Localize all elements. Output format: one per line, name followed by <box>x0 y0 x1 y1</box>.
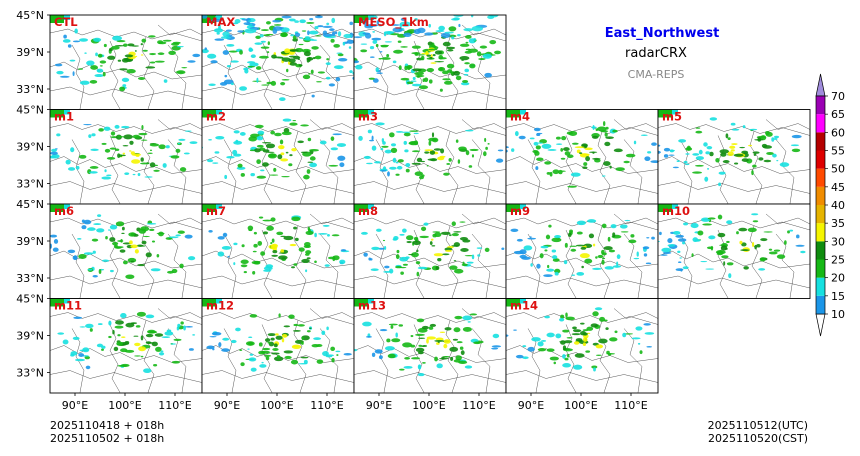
colorbar-over-arrow <box>815 73 826 97</box>
panel-label: m11 <box>54 299 82 313</box>
product-label: radarCRX <box>625 46 687 61</box>
lon-tick-label: 90°E <box>518 399 544 412</box>
colorbar-segment <box>816 150 825 169</box>
panel-label: CTL <box>54 15 78 29</box>
colorbar-tick-label: 50 <box>831 163 845 176</box>
colorbar-tick-label: 25 <box>831 254 845 267</box>
colorbar-tick-label: 10 <box>831 308 845 321</box>
colorbar-segment <box>816 259 825 278</box>
panel-label: m8 <box>358 204 378 218</box>
colorbar-segment <box>816 205 825 224</box>
lat-tick-label: 33°N <box>16 367 44 380</box>
map-panel: m3 <box>353 109 507 205</box>
system-label: CMA-REPS <box>628 68 685 81</box>
lat-tick-label: 33°N <box>16 178 44 191</box>
panel-label: MESO_1km <box>358 15 429 30</box>
lon-tick-label: 100°E <box>412 399 445 412</box>
lon-tick-label: 90°E <box>214 399 240 412</box>
lon-tick-label: 100°E <box>260 399 293 412</box>
panel-label: MAX <box>206 15 235 29</box>
lat-tick-label: 39°N <box>16 46 44 59</box>
colorbar-segment <box>816 132 825 151</box>
colorbar-segment <box>816 295 825 314</box>
map-panel: m4 <box>505 109 659 205</box>
lat-tick-label: 39°N <box>16 141 44 154</box>
panel-label: m6 <box>54 204 74 218</box>
panel-label: m5 <box>662 110 682 124</box>
map-panel: m9 <box>505 203 659 299</box>
colorbar-segment <box>816 186 825 205</box>
panel-label: m2 <box>206 110 226 124</box>
map-panel: m14 <box>505 298 659 394</box>
panel-label: m7 <box>206 204 226 218</box>
panel-label: m13 <box>358 299 386 313</box>
valid-time-cst: 2025110520(CST) <box>708 432 808 445</box>
colorbar-tick-label: 55 <box>831 145 845 158</box>
lat-tick-label: 39°N <box>16 235 44 248</box>
lon-tick-label: 110°E <box>158 399 191 412</box>
lat-tick-label: 33°N <box>16 272 44 285</box>
colorbar-tick-label: 40 <box>831 199 845 212</box>
map-panel: m10 <box>657 203 811 299</box>
panel-label: m10 <box>662 204 690 218</box>
colorbar-segment <box>816 168 825 187</box>
lon-tick-label: 90°E <box>366 399 392 412</box>
panel-label: m3 <box>358 110 378 124</box>
map-panel: m11 <box>49 298 203 394</box>
map-axes: 45°N 39°N 33°N 45°N 39°N 33°N 45°N 39°N 33°N 45°N… <box>16 9 648 412</box>
map-panel: m6 <box>49 203 203 299</box>
lon-tick-label: 110°E <box>310 399 343 412</box>
lon-tick-label: 110°E <box>462 399 495 412</box>
map-panel: MAX <box>201 14 355 110</box>
lat-tick-label: 39°N <box>16 330 44 343</box>
lon-tick-label: 90°E <box>62 399 88 412</box>
panel-label: m14 <box>510 299 538 313</box>
region-title: East_Northwest <box>605 26 720 41</box>
lat-tick-label: 45°N <box>16 198 44 211</box>
panel-label: m1 <box>54 110 74 124</box>
colorbar-segment <box>816 114 825 133</box>
map-panel: m1 <box>49 109 203 205</box>
colorbar-tick-label: 30 <box>831 235 845 248</box>
lon-tick-label: 100°E <box>564 399 597 412</box>
panel-label: m4 <box>510 110 530 124</box>
panel-label: m12 <box>206 299 234 313</box>
lat-tick-label: 45°N <box>16 104 44 117</box>
panel-label: m9 <box>510 204 530 218</box>
colorbar-segment <box>816 241 825 260</box>
init-time-utc: 2025110418 + 018h <box>50 419 164 432</box>
colorbar-segment <box>816 277 825 296</box>
lon-tick-label: 110°E <box>614 399 647 412</box>
map-panel: MESO_1km <box>353 14 507 110</box>
colorbar-segment <box>816 223 825 242</box>
map-panel: m7 <box>201 203 355 299</box>
colorbar-tick-label: 15 <box>831 290 845 303</box>
valid-time-utc: 2025110512(UTC) <box>708 419 808 432</box>
lat-tick-label: 45°N <box>16 293 44 306</box>
init-time-cst: 2025110502 + 018h <box>50 432 164 445</box>
colorbar-tick-label: 60 <box>831 126 845 139</box>
lat-tick-label: 33°N <box>16 83 44 96</box>
map-panel: m5 <box>657 109 811 205</box>
panel-grid: CTL MAX MESO_1km m1 m2 m3 m4 m5 m6 m7 m8 m9 m10 m11 m1… <box>49 14 811 394</box>
colorbar-tick-label: 70 <box>831 90 845 103</box>
map-panel: m13 <box>353 298 507 394</box>
map-panel: m12 <box>201 298 355 394</box>
map-panel: CTL <box>49 14 203 110</box>
map-panel: m8 <box>353 203 507 299</box>
colorbar-tick-label: 20 <box>831 272 845 285</box>
colorbar: 10 15 20 25 30 35 40 45 50 55 60 65 70 <box>815 73 845 337</box>
lon-tick-label: 100°E <box>108 399 141 412</box>
map-panel: m2 <box>201 109 355 205</box>
colorbar-segment <box>816 96 825 115</box>
colorbar-tick-label: 45 <box>831 181 845 194</box>
colorbar-under-arrow <box>815 313 826 337</box>
lat-tick-label: 45°N <box>16 9 44 22</box>
colorbar-tick-label: 65 <box>831 108 845 121</box>
colorbar-tick-label: 35 <box>831 217 845 230</box>
